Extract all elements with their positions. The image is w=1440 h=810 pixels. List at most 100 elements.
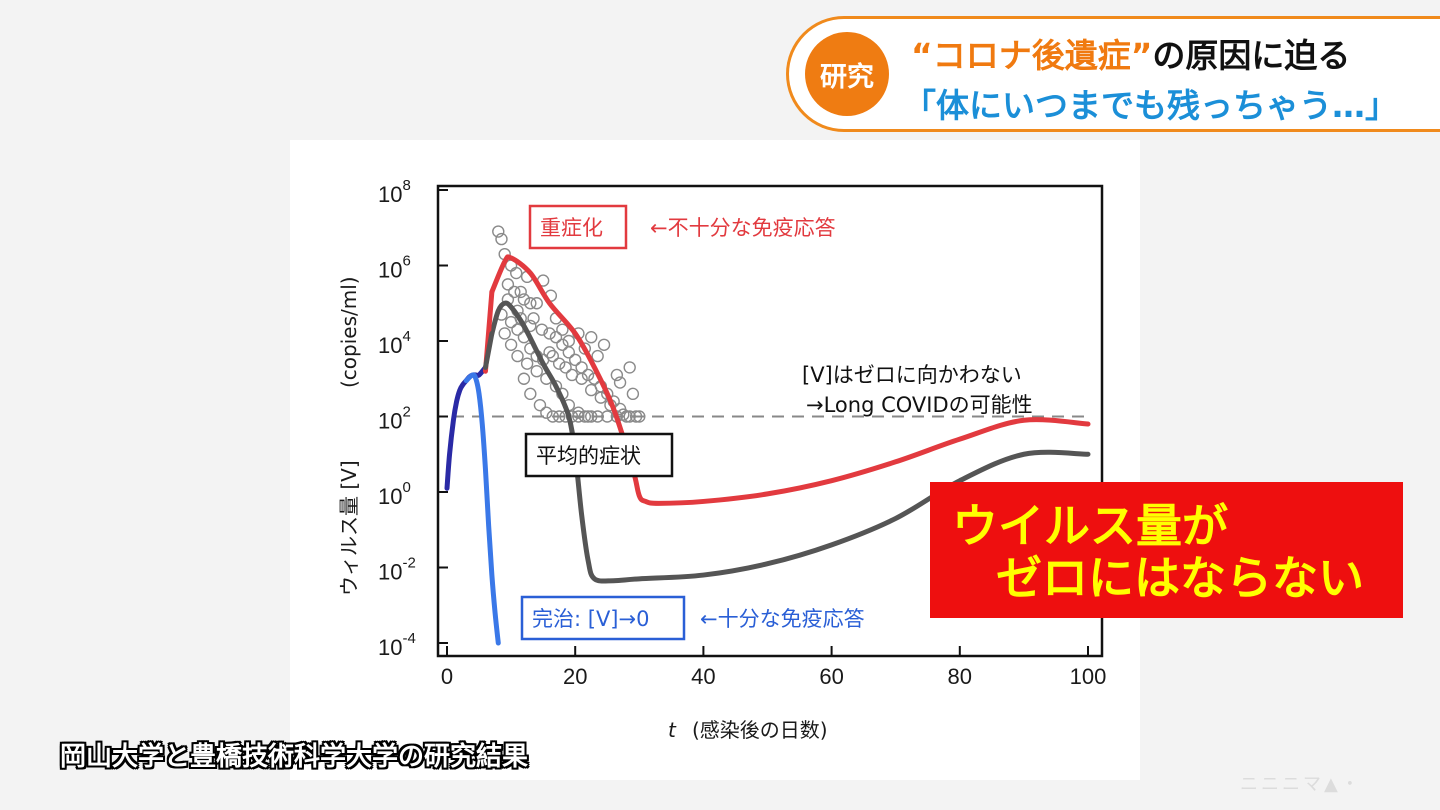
scatter-point: [524, 387, 537, 401]
y-tick-label: 104: [378, 328, 411, 358]
plot-frame: [436, 184, 1104, 658]
x-tick-label: 60: [819, 664, 843, 689]
scatter-point: [559, 361, 572, 374]
scatter-point: [517, 372, 531, 385]
y-tick-base: 10: [378, 409, 402, 434]
series-layer: [444, 254, 1091, 646]
y-tick-base: 10: [378, 182, 402, 207]
y-tick-base: 10: [378, 560, 402, 585]
y-tick-exponent: 2: [402, 404, 410, 421]
persist-note-line1: [V]はゼロに向かわない: [802, 363, 1022, 387]
callout-line2: ゼロにはならない: [996, 551, 1364, 605]
y-tick-label: 10-4: [378, 630, 416, 660]
scatter-point: [514, 285, 527, 299]
y-tick-exponent: -4: [402, 630, 415, 647]
scatter-point: [535, 323, 549, 336]
scatter-point: [552, 357, 566, 370]
scatter-point: [633, 410, 646, 423]
scatter-point: [591, 349, 604, 363]
scatter-point: [527, 312, 540, 325]
y-tick-label: 10-2: [378, 555, 416, 585]
y-tick-base: 10: [378, 484, 402, 509]
subheadline: 「体にいつまでも残っちゃう…」: [903, 86, 1398, 125]
scatter-point: [626, 387, 640, 401]
scatter-point: [556, 323, 569, 336]
scatter-point: [498, 327, 511, 340]
y-tick-exponent: 6: [402, 253, 410, 270]
scatter-point: [613, 376, 627, 389]
y-tick-exponent: -2: [402, 555, 415, 572]
scatter-point: [520, 357, 534, 370]
scatter-point: [569, 353, 582, 367]
scatter-point: [546, 410, 559, 423]
scatter-point: [578, 410, 592, 423]
scatter-point: [629, 410, 643, 423]
persist-note-line2: →Long COVIDの可能性: [806, 393, 1033, 417]
y-tick-label: 100: [378, 479, 411, 509]
scatter-point: [524, 297, 537, 310]
scatter-point: [546, 349, 559, 363]
y-tick-exponent: 4: [402, 328, 410, 345]
scatter-point: [623, 410, 636, 423]
scatter-point: [562, 334, 575, 348]
topic-badge: 研究: [805, 32, 889, 116]
scatter-point: [508, 285, 521, 299]
severe-label: 重症化: [540, 216, 603, 240]
scatter-point: [572, 410, 585, 423]
scatter-point: [517, 293, 531, 306]
x-tick-label: 40: [691, 664, 715, 689]
scatter-point: [575, 372, 588, 385]
scatter-point: [530, 297, 543, 310]
scatter-point: [495, 232, 508, 246]
scatter-point: [533, 398, 547, 412]
series-line-3: [463, 372, 501, 646]
x-tick-label: 100: [1070, 664, 1107, 689]
scatter-point: [540, 406, 553, 419]
callout-line1: ウイルス量が: [952, 499, 1228, 553]
average-label-box: [524, 432, 674, 478]
y-tick-base: 10: [378, 635, 402, 660]
severe-note: ←不十分な免疫応答: [650, 216, 836, 240]
scatter-point: [585, 331, 598, 344]
callout-box: ウイルス量が ゼロにはならない: [930, 482, 1403, 618]
scatter-point: [549, 331, 563, 344]
y-tick-label: 106: [378, 253, 411, 283]
x-axis-var: t: [668, 718, 677, 742]
cured-label: 完治: [V]→0: [532, 607, 649, 631]
y-tick-label: 102: [378, 404, 411, 434]
scatter-point: [504, 338, 518, 351]
y-tick-exponent: 0: [402, 479, 410, 496]
scatter-point: [511, 323, 524, 336]
scatter-point: [511, 349, 524, 363]
average-label: 平均的症状: [536, 444, 641, 468]
y-tick-base: 10: [378, 333, 402, 358]
scatter-point: [552, 410, 566, 423]
headline-highlight: “コロナ後遺症”: [911, 36, 1153, 75]
scatter-point: [530, 365, 543, 378]
scatter-point: [623, 361, 636, 374]
severe-label-box: [528, 204, 628, 250]
scatter-point: [601, 410, 614, 423]
y-tick-base: 10: [378, 258, 402, 283]
series-line-5: [482, 330, 495, 370]
y-axis-label: ウィルス量 [V]: [337, 460, 361, 596]
cured-note: ←十分な免疫応答: [700, 607, 865, 631]
x-tick-label: 20: [563, 664, 587, 689]
scatter-point: [510, 266, 523, 280]
series-line-0: [489, 254, 1091, 506]
scatter-point: [543, 346, 556, 359]
series-line-1: [489, 300, 1091, 584]
y-tick-exponent: 8: [402, 177, 410, 194]
watermark: ニニニマ▲・: [1240, 774, 1362, 795]
cured-label-box: [520, 595, 686, 641]
scatter-point: [581, 410, 595, 423]
x-tick-label: 80: [948, 664, 972, 689]
news-banner: 研究 “コロナ後遺症”の原因に迫る 「体にいつまでも残っちゃう…」: [786, 16, 1440, 132]
x-axis-label: (感染後の日数): [692, 718, 828, 742]
y-tick-label: 108: [378, 177, 411, 207]
scatter-point: [581, 368, 595, 382]
source-caption: 岡山大学と豊橋技術科学大学の研究結果: [60, 742, 529, 772]
headline: “コロナ後遺症”の原因に迫る: [911, 29, 1350, 77]
